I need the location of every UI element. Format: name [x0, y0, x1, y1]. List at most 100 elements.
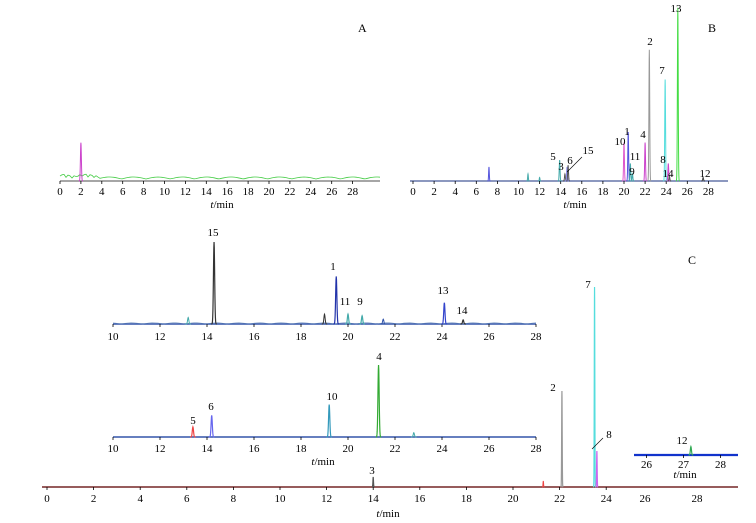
panel-b-peak-6	[565, 166, 569, 182]
panel-c-lower-tick-label: 6	[184, 493, 190, 505]
panel-c-upper-tick-label: 12	[155, 331, 166, 343]
panel-a-green-trace	[59, 173, 381, 180]
panel-a-tick-label: 8	[141, 186, 147, 198]
panel-b-peak-label-15: 15	[583, 145, 595, 157]
panel-c-middle-tick-label: 20	[343, 443, 355, 455]
panel-c-upper-peak-label-9: 9	[357, 296, 363, 308]
panel-b-peak-label-6: 6	[567, 155, 573, 167]
panel-c-upper-peak-14	[460, 318, 466, 325]
panel-b-peak-label-12: 12	[700, 168, 711, 180]
panel-c-upper-peak-13	[441, 302, 448, 325]
panel-c-inset-peak-12	[688, 444, 694, 456]
panel-a-tick-label: 28	[347, 186, 359, 198]
panel-b-tick-label: 12	[534, 186, 545, 198]
panel-b-peak-13	[675, 7, 680, 182]
panel-c-lower-tick-label: 2	[91, 493, 97, 505]
panel-b-peak-4	[643, 142, 647, 182]
panel-c-inset-tick-label: 26	[641, 459, 653, 471]
panel-c-middle-tick-label: 22	[390, 443, 401, 455]
panel-b-peak-12	[701, 176, 705, 182]
panel-a-tick-label: 22	[284, 186, 295, 198]
panel-c-lower-tick-label: 14	[368, 493, 380, 505]
panel-c-upper-peak-label-15: 15	[208, 227, 220, 239]
panel-c-inset-peak-label-12: 12	[677, 435, 688, 447]
panel-c-upper-peak-label-1: 1	[330, 261, 336, 273]
panel-b-leader-line	[566, 156, 583, 173]
panel-b-tick-label: 8	[495, 186, 501, 198]
panel-c-upper-tick-label: 10	[108, 331, 120, 343]
panel-c-middle-peak-5	[190, 425, 196, 438]
panel-b-tick-label: 16	[576, 186, 588, 198]
panel-a-tick-label: 12	[180, 186, 191, 198]
panel-a-peak	[78, 142, 84, 182]
panel-label-b: B	[708, 21, 716, 35]
panel-b-minor-peak	[526, 172, 530, 182]
panel-b-tick-label: 18	[597, 186, 609, 198]
panel-label-c: C	[688, 253, 696, 267]
panel-a-x-axis-label: t/min	[210, 199, 234, 211]
panel-b-peak-14	[667, 174, 672, 182]
panel-b-tick-label: 10	[513, 186, 525, 198]
panel-c-upper-tick-label: 14	[202, 331, 214, 343]
panel-b-peak-label-5: 5	[550, 151, 556, 163]
panel-c-middle-peak-6	[209, 415, 215, 438]
panel-c-middle-x-axis-label: t/min	[311, 456, 335, 468]
panel-c-upper-tick-label: 20	[343, 331, 355, 343]
panel-b-peak-label-10: 10	[615, 136, 627, 148]
panel-b-peak-label-8: 8	[660, 154, 666, 166]
panel-b-peak-15	[566, 165, 570, 182]
panel-c-lower-peak-7	[592, 286, 597, 488]
panel-c-lower-tick-label: 0	[44, 493, 50, 505]
panel-a-tick-label: 10	[159, 186, 171, 198]
panel-c-upper-peak-11	[345, 312, 351, 325]
panel-c-inset-tick-label: 27	[678, 459, 690, 471]
panel-b-peak-7	[663, 79, 668, 182]
panel-c-middle-trace: 10 12 14 16 18 20 22 24 26 28 t/min 56 10 4	[108, 351, 543, 468]
panel-c-middle-peak-label-10: 10	[327, 391, 339, 403]
panel-c-lower-tick-label: 8	[231, 493, 237, 505]
panel-b-peak-label-1: 1	[624, 126, 630, 138]
panel-c-upper-peak-label-11: 11	[340, 296, 351, 308]
panel-c-lower-peak-label-2: 2	[550, 382, 556, 394]
panel-c-lower-tick-label: 10	[275, 493, 287, 505]
panel-b-tick-label: 28	[703, 186, 715, 198]
panel-c-lower-x-axis-label: t/min	[376, 508, 400, 520]
panel-c-middle-tick-label: 24	[437, 443, 449, 455]
panel-c-upper-peak-9	[359, 314, 365, 325]
panel-c-upper-tick-label: 28	[531, 331, 543, 343]
panel-c-upper-peak-label-14: 14	[457, 305, 469, 317]
panel-c-middle-tick-label: 16	[249, 443, 261, 455]
panel-c-middle-tick-label: 28	[531, 443, 543, 455]
panel-b-x-axis-label: t/min	[563, 199, 587, 211]
panel-b-tick-label: 20	[619, 186, 631, 198]
panel-c-upper-tick-label: 26	[484, 331, 496, 343]
panel-c-upper-tick-label: 22	[390, 331, 401, 343]
panel-a-tick-label: 2	[78, 186, 84, 198]
panel-b-tick-label: 22	[640, 186, 651, 198]
panel-a-tick-label: 4	[99, 186, 105, 198]
panel-c-lower-peak-3	[371, 476, 375, 488]
panel-b-tick-label: 4	[452, 186, 458, 198]
panel-b-tick-label: 26	[682, 186, 694, 198]
panel-c-upper-minor-peak	[380, 318, 386, 325]
panel-c-lower-tick-label: 24	[601, 493, 613, 505]
panel-b-peak-label-13: 13	[671, 3, 683, 15]
panel-c-lower-tick-label: 20	[508, 493, 520, 505]
panel-c-lower-peak-2	[560, 390, 564, 488]
panel-c-lower-tick-label: 18	[461, 493, 473, 505]
panel-b-peak-8	[666, 163, 671, 182]
panel-c-lower-tick-label: 12	[321, 493, 332, 505]
panel-b-tick-label: 0	[410, 186, 416, 198]
panel-label-a: A	[358, 21, 367, 35]
panel-a-tick-label: 20	[264, 186, 276, 198]
panel-c-middle-tick-label: 10	[108, 443, 120, 455]
panel-b-tick-label: 14	[555, 186, 567, 198]
panel-c-lower-peak-label-7: 7	[585, 279, 591, 291]
panel-b-minor-peak	[487, 166, 491, 182]
panel-c-lower-minor-peak	[542, 480, 545, 488]
panel-c-upper-tick-label: 24	[437, 331, 449, 343]
panel-a-tick-label: 6	[120, 186, 126, 198]
